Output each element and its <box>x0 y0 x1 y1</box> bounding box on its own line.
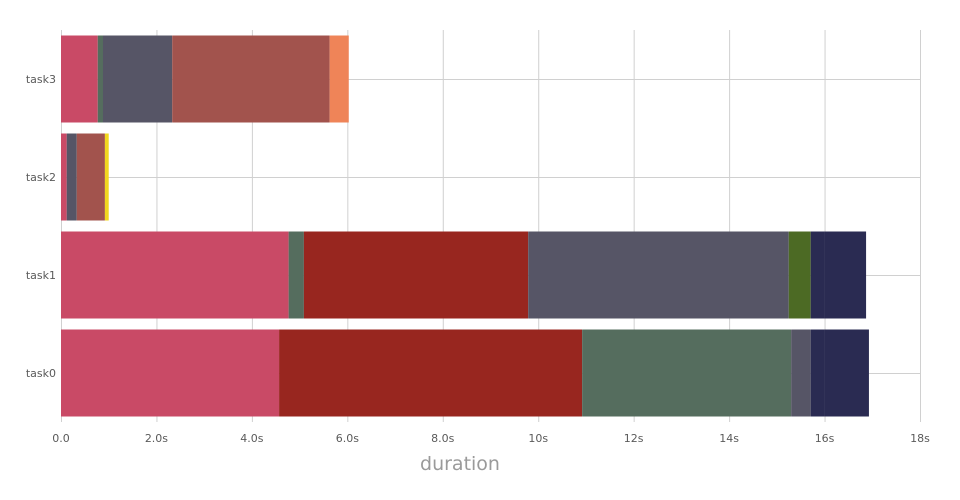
y-tick-label: task1 <box>26 269 56 282</box>
bar-segment <box>824 329 869 417</box>
x-axis-tick-labels: 0.0 2.0s 4.0s 6.0s 8.0s 10s 12s 14s 16s 18s <box>52 432 930 445</box>
bar-segment <box>824 231 867 319</box>
bar-segment <box>791 329 811 417</box>
x-tick-label: 8.0s <box>431 432 454 445</box>
y-tick-label: task2 <box>26 171 56 184</box>
bars <box>61 35 869 417</box>
bar-segment <box>288 231 304 319</box>
bar-segment <box>279 329 583 417</box>
x-tick-label: 4.0s <box>240 432 263 445</box>
bar-segment <box>76 133 105 221</box>
bar-segment <box>97 35 103 123</box>
bar-segment <box>582 329 792 417</box>
bar-segment <box>61 329 280 417</box>
bar-segment <box>303 231 529 319</box>
bar-segment <box>329 35 349 123</box>
y-tick-label: task0 <box>26 367 56 380</box>
bar-segment <box>172 35 330 123</box>
x-tick-label: 18s <box>910 432 930 445</box>
bar-segment <box>528 231 789 319</box>
bar-segment <box>102 35 173 123</box>
bar-segment <box>104 133 109 221</box>
x-tick-label: 10s <box>528 432 548 445</box>
bar-segment <box>66 133 77 221</box>
bar-segment <box>61 35 98 123</box>
x-tick-label: 6.0s <box>336 432 359 445</box>
y-axis-tick-labels: task0 task1 task2 task3 <box>26 73 56 380</box>
x-tick-label: 0.0 <box>52 432 70 445</box>
bar-segment <box>61 133 67 221</box>
bar-segment <box>810 329 825 417</box>
x-axis-title: duration <box>420 453 500 475</box>
bar-segment <box>61 231 289 319</box>
bar-segment <box>810 231 825 319</box>
x-tick-label: 2.0s <box>145 432 168 445</box>
y-tick-label: task3 <box>26 73 56 86</box>
x-tick-label: 12s <box>624 432 644 445</box>
x-tick-label: 14s <box>719 432 739 445</box>
bar-segment <box>788 231 811 319</box>
x-tick-label: 16s <box>815 432 835 445</box>
